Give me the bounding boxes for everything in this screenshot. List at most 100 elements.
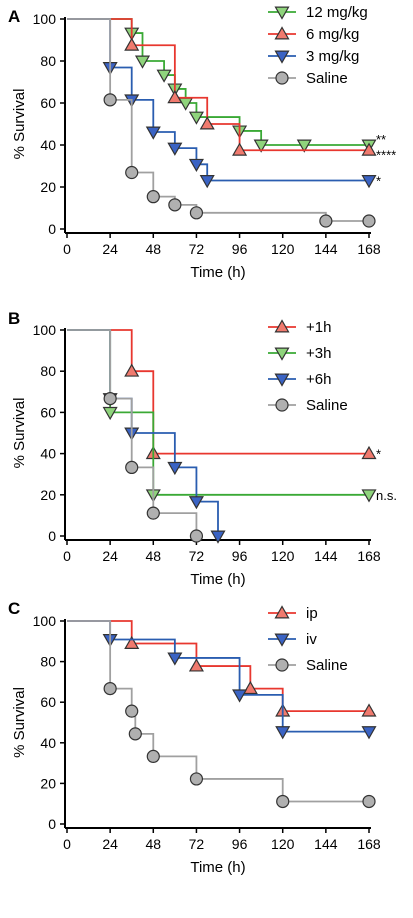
legend-label: +3h	[306, 345, 331, 362]
significance-label: **	[376, 132, 386, 147]
x-tick-label: 72	[189, 548, 205, 564]
chart-panel-c: C 0 20 40 60 80 100 0 24 48 72 96 120 144 168 Time (h)%…	[8, 599, 381, 876]
y-tick-label: 40	[40, 137, 56, 153]
legend-label: +1h	[306, 319, 331, 336]
y-tick-label: 40	[40, 735, 56, 751]
data-point	[276, 794, 290, 809]
series-4	[67, 18, 376, 228]
x-tick-label: 48	[145, 836, 161, 852]
x-tick-label: 120	[271, 836, 295, 852]
y-tick-label: 40	[40, 446, 56, 462]
legend-item: Saline	[268, 70, 348, 87]
legend-item: 3 mg/kg	[268, 48, 359, 65]
y-tick-label: 20	[40, 775, 56, 791]
legend-label: 3 mg/kg	[306, 48, 359, 65]
significance-label: ****	[376, 147, 396, 162]
y-axis-label: % Survival	[11, 687, 28, 758]
data-point	[156, 69, 172, 83]
y-tick-label: 100	[33, 322, 57, 338]
data-point	[232, 689, 248, 703]
data-point	[146, 749, 160, 764]
data-point	[199, 175, 215, 189]
data-point	[125, 704, 139, 718]
legend-label: ip	[306, 605, 318, 622]
x-tick-label: 96	[232, 836, 248, 852]
x-tick-label: 0	[63, 548, 71, 564]
series-1: *	[67, 329, 381, 462]
legend-label: +6h	[306, 371, 331, 388]
chart-panel-a: A 0 20 40 60 80 100 0 24 48 72 96 120 144 168 Time (h)%…	[8, 4, 396, 281]
y-tick-label: 0	[48, 221, 56, 237]
x-tick-label: 144	[314, 548, 338, 564]
series-3: *	[67, 18, 381, 189]
significance-label: n.s.	[376, 488, 397, 503]
data-point	[189, 772, 204, 786]
data-point	[125, 460, 139, 475]
data-point	[188, 111, 204, 125]
legend-item: +1h	[268, 319, 331, 336]
legend-item: +3h	[268, 345, 331, 362]
x-tick-label: 168	[357, 548, 381, 564]
legend-marker	[274, 50, 290, 64]
x-tick-label: 96	[232, 241, 248, 257]
x-tick-label: 0	[63, 836, 71, 852]
data-point	[275, 726, 291, 740]
legend-marker	[275, 658, 289, 672]
y-tick-label: 80	[40, 363, 56, 379]
data-point	[210, 530, 226, 544]
series-3	[67, 620, 376, 809]
legend-marker	[274, 319, 290, 333]
legend-label: Saline	[306, 70, 348, 87]
legend-item: 12 mg/kg	[268, 4, 368, 21]
data-point	[124, 635, 140, 650]
series-line	[67, 18, 369, 146]
x-tick-label: 168	[357, 836, 381, 852]
significance-label: *	[376, 447, 381, 462]
data-point	[296, 139, 312, 153]
data-point	[361, 703, 377, 717]
legend-marker	[274, 26, 290, 40]
data-point	[199, 116, 215, 130]
x-tick-label: 144	[314, 836, 338, 852]
x-axis-label: Time (h)	[190, 859, 245, 876]
legend-item: +6h	[268, 371, 331, 388]
legend-label: Saline	[306, 657, 348, 674]
x-tick-label: 120	[271, 548, 295, 564]
x-axis-label: Time (h)	[190, 571, 245, 588]
data-point	[253, 139, 269, 153]
data-point	[361, 175, 377, 189]
legend-item: 6 mg/kg	[268, 26, 359, 43]
data-point	[103, 93, 117, 107]
y-tick-label: 60	[40, 694, 56, 710]
data-point	[167, 90, 183, 104]
legend-label: Saline	[306, 397, 348, 414]
data-point	[361, 489, 377, 503]
data-point	[319, 214, 333, 228]
y-axis-label: % Survival	[11, 89, 28, 160]
x-tick-label: 72	[189, 836, 205, 852]
x-tick-label: 0	[63, 241, 71, 257]
legend-label: iv	[306, 631, 317, 648]
data-point	[146, 190, 160, 204]
data-point	[189, 206, 204, 220]
x-tick-label: 144	[314, 241, 338, 257]
significance-label: *	[376, 173, 381, 188]
x-tick-label: 96	[232, 548, 248, 564]
series-line	[67, 18, 369, 152]
legend-label: 6 mg/kg	[306, 26, 359, 43]
data-point	[188, 658, 204, 672]
legend-item: Saline	[268, 397, 348, 414]
y-tick-label: 100	[33, 613, 57, 629]
legend-marker	[274, 6, 290, 20]
x-axis-label: Time (h)	[190, 264, 245, 281]
x-tick-label: 120	[271, 241, 295, 257]
data-point	[361, 726, 377, 740]
data-point	[168, 198, 182, 212]
legend-label: 12 mg/kg	[306, 4, 368, 21]
x-tick-label: 72	[189, 241, 205, 257]
series-2: n.s.	[67, 329, 397, 503]
legend-marker	[274, 605, 290, 619]
data-point	[124, 37, 140, 51]
series-2	[67, 620, 377, 740]
y-tick-label: 60	[40, 95, 56, 111]
